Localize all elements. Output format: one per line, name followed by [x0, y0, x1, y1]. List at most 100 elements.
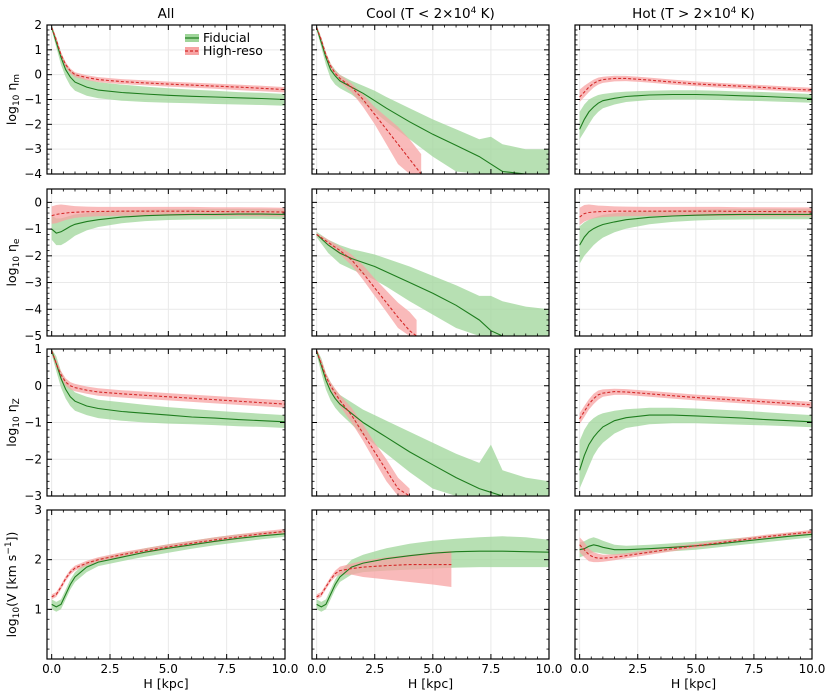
- highres-band: [579, 75, 812, 102]
- y-axis-label-row-3: log10(V [km s−1]): [4, 532, 22, 638]
- panel-r3-c2: 0.0 2.5 5.0 7.5 10.0 H [kpc]: [570, 509, 826, 691]
- highres-line: [579, 391, 812, 420]
- highres-band: [51, 26, 285, 93]
- highres-line: [579, 77, 812, 98]
- panel-r0-c2: [574, 24, 813, 175]
- highres-band: [316, 26, 422, 174]
- legend-label-highres: High-reso: [203, 43, 263, 58]
- x-axis-label: H [kpc]: [671, 676, 716, 691]
- x-tick-label: 5.0: [159, 662, 178, 676]
- y-tick-label: −3: [24, 276, 42, 290]
- fiducial-line: [579, 533, 812, 551]
- fiducial-line: [51, 27, 285, 101]
- y-tick-label: 1: [34, 602, 42, 616]
- y-tick-label: −4: [24, 302, 42, 316]
- y-tick-label: −5: [24, 329, 42, 343]
- fiducial-line: [51, 350, 285, 423]
- panel-frame: [574, 509, 813, 660]
- panel-r1-c2: [574, 188, 813, 337]
- x-tick-label: 7.5: [744, 662, 763, 676]
- y-tick-label: 1: [34, 43, 42, 57]
- x-tick-label: 10.0: [536, 662, 563, 676]
- column-title-1: Cool (T < 2×104 K): [366, 6, 495, 22]
- y-axis-label-row-1: log10 ηe: [4, 238, 22, 286]
- y-tick-label: 2: [34, 553, 42, 567]
- y-axis-label-row-2: log10 ηZ: [4, 398, 22, 447]
- fiducial-line: [316, 350, 549, 496]
- highres-line: [316, 233, 417, 336]
- fiducial-band: [579, 209, 812, 264]
- x-tick-label: 2.5: [365, 662, 384, 676]
- y-tick-label: 0: [34, 68, 42, 82]
- y-tick-label: −4: [24, 167, 42, 181]
- x-axis-label: H [kpc]: [408, 676, 453, 691]
- fiducial-line: [316, 233, 549, 336]
- x-tick-label: 0.0: [42, 662, 61, 676]
- panel-r0-c0: −4 −3 −2 −1 0 1 2: [24, 18, 286, 181]
- panel-r0-c1: [311, 24, 550, 175]
- fiducial-band: [316, 231, 549, 336]
- fiducial-line: [316, 550, 549, 608]
- y-tick-label: −2: [24, 452, 42, 466]
- panel-frame: [46, 509, 286, 660]
- y-tick-label: 0: [34, 379, 42, 393]
- legend-label-fiducial: Fiducial: [203, 30, 250, 45]
- x-tick-label: 0.0: [307, 662, 326, 676]
- x-tick-label: 10.0: [799, 662, 826, 676]
- panel-frame: [46, 188, 286, 337]
- y-tick-label: 0: [34, 195, 42, 209]
- fiducial-line: [579, 93, 812, 130]
- y-tick-label: 3: [34, 503, 42, 517]
- fiducial-band: [51, 349, 285, 428]
- highres-band: [316, 349, 410, 496]
- x-tick-label: 10.0: [272, 662, 299, 676]
- x-tick-label: 7.5: [481, 662, 500, 676]
- y-tick-label: 2: [34, 18, 42, 32]
- highres-band: [51, 204, 285, 224]
- x-tick-label: 0.0: [570, 662, 589, 676]
- highres-line: [51, 350, 285, 405]
- panel-r2-c0: −3 −2 −1 0 1: [24, 342, 286, 503]
- panel-frame: [574, 188, 813, 337]
- highres-line: [51, 530, 285, 598]
- highres-line: [579, 531, 812, 559]
- y-tick-label: −2: [24, 249, 42, 263]
- fiducial-line: [51, 533, 285, 608]
- highres-band: [316, 550, 452, 600]
- y-tick-label: 1: [34, 342, 42, 356]
- x-tick-label: 5.0: [686, 662, 705, 676]
- fiducial-line: [316, 27, 549, 174]
- highres-line: [579, 210, 812, 218]
- x-tick-label: 2.5: [628, 662, 647, 676]
- fiducial-band: [579, 407, 812, 489]
- fiducial-line: [51, 213, 285, 234]
- highres-line: [316, 564, 452, 598]
- column-title-0: All: [158, 6, 175, 22]
- y-tick-label: −1: [24, 222, 42, 236]
- y-axis-label-row-0: log10 ηm: [4, 74, 22, 125]
- highres-line: [51, 27, 285, 91]
- highres-line: [316, 27, 422, 174]
- fiducial-band: [316, 536, 549, 612]
- y-tick-label: −3: [24, 489, 42, 503]
- panel-r2-c2: [574, 348, 813, 497]
- x-tick-label: 5.0: [423, 662, 442, 676]
- panel-r2-c1: [311, 348, 550, 497]
- x-axis-label: H [kpc]: [143, 676, 188, 691]
- panel-frame: [311, 509, 550, 660]
- panel-r1-c0: −5 −4 −3 −2 −1 0: [24, 188, 286, 343]
- panel-r3-c1: 0.0 2.5 5.0 7.5 10.0 H [kpc]: [307, 509, 563, 691]
- highres-line: [316, 350, 410, 496]
- highres-band: [316, 233, 417, 336]
- panel-r3-c0: 0.0 2.5 5.0 7.5 10.0 1 2 3 H [kpc]: [34, 503, 298, 691]
- panel-r1-c1: [311, 188, 550, 337]
- y-tick-label: −2: [24, 117, 42, 131]
- fiducial-line: [579, 213, 812, 246]
- highres-line: [51, 210, 285, 217]
- fiducial-band: [579, 90, 812, 140]
- y-tick-label: −3: [24, 142, 42, 156]
- x-tick-label: 7.5: [217, 662, 236, 676]
- fiducial-band: [316, 349, 549, 496]
